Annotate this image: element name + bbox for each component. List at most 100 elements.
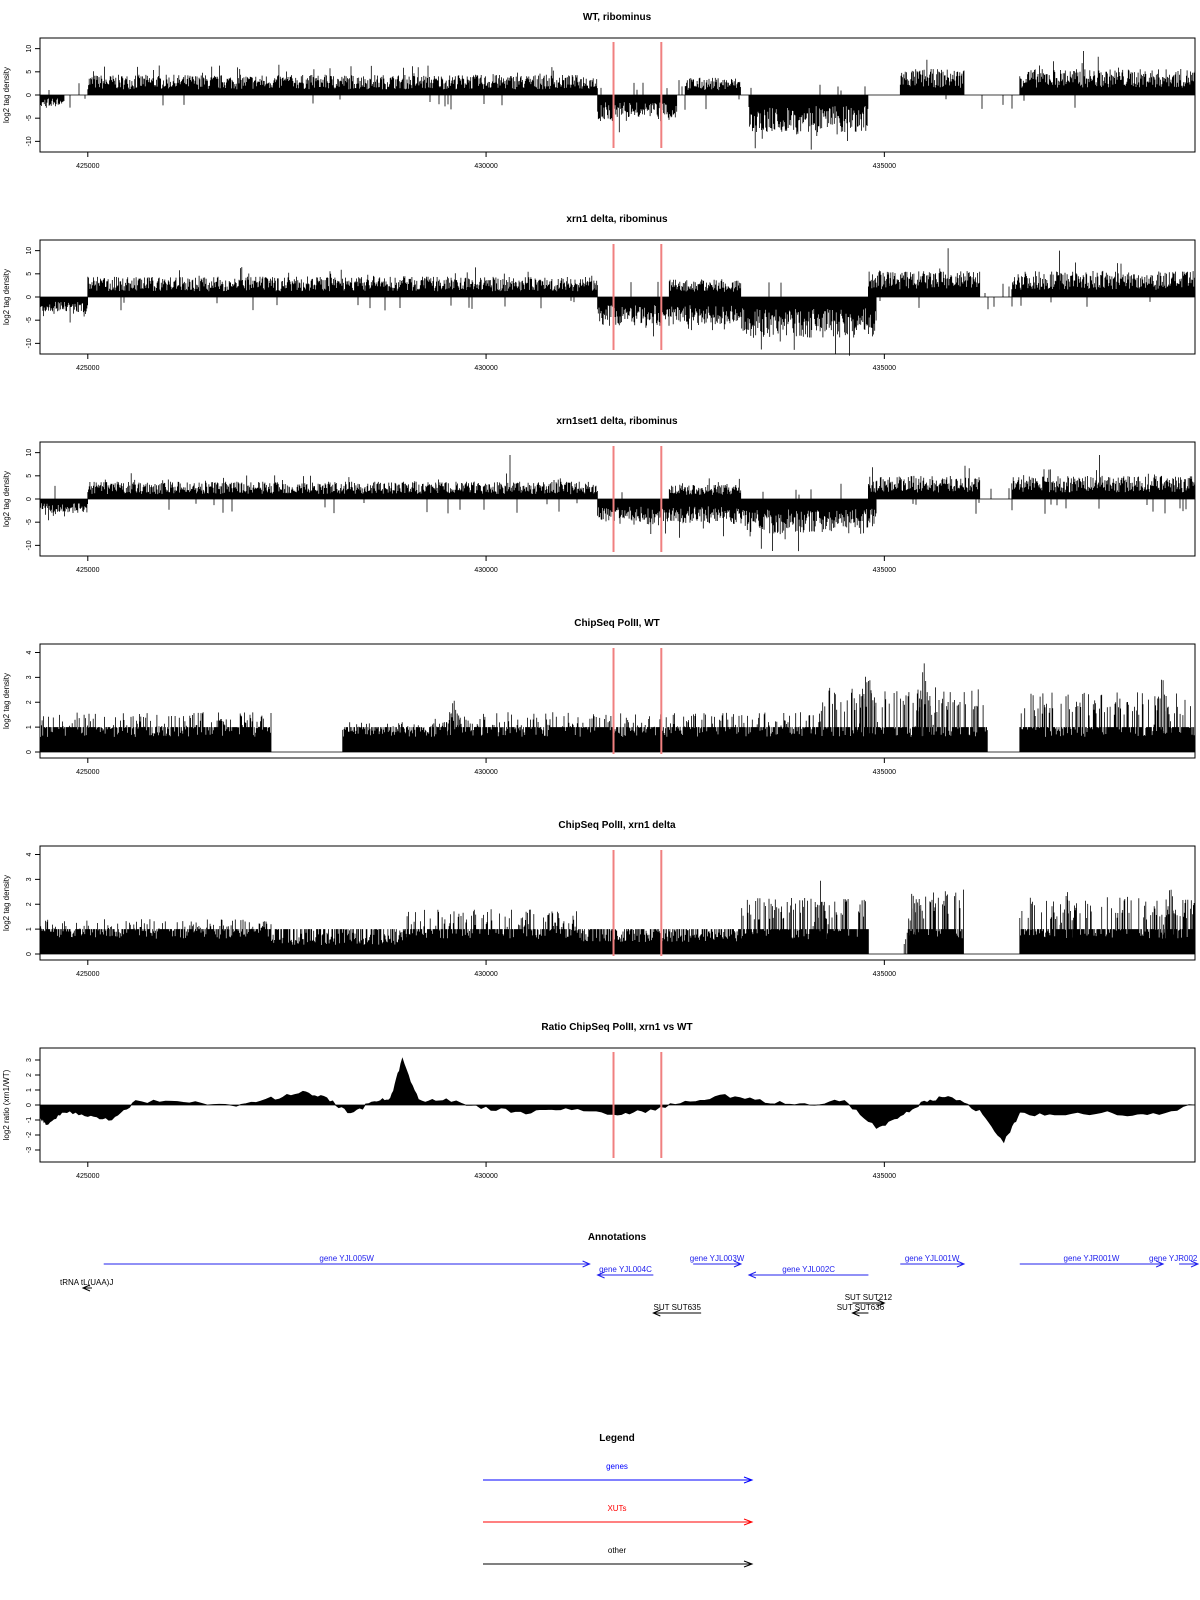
arrow-head	[596, 1271, 605, 1279]
y-tick-label: 0	[26, 497, 33, 501]
x-tick-label: 425000	[76, 365, 99, 372]
annotation-gene-yjr002: gene YJR002	[1149, 1254, 1200, 1268]
annotation-gene-yjl001w: gene YJL001W	[900, 1254, 966, 1268]
y-tick-label: 10	[26, 247, 33, 255]
y-tick-label: -10	[26, 136, 33, 146]
annotation-label: gene YJL001W	[905, 1254, 960, 1263]
y-tick-label: -10	[26, 540, 33, 550]
y-tick-label: 0	[26, 750, 33, 754]
annotation-gene-yjl002c: gene YJL002C	[747, 1265, 869, 1279]
annotations-track: Annotations gene YJL005W gene YJL004C gene…	[60, 1232, 1200, 1317]
legend-entry-genes: genes	[483, 1462, 754, 1484]
annotation-label: SUT SUT212	[845, 1293, 893, 1302]
x-tick-label: 425000	[76, 971, 99, 978]
data-marks	[39, 663, 1196, 753]
density-bars	[39, 248, 1195, 356]
y-tick-label: 3	[26, 675, 33, 679]
y-tick-label: 10	[26, 45, 33, 53]
y-tick-label: 0	[26, 93, 33, 97]
density-bars	[39, 51, 1196, 150]
y-axis-label: log2 tag density	[2, 67, 11, 123]
annotation-label: gene YJL005W	[319, 1254, 374, 1263]
data-marks	[39, 880, 1196, 955]
arrow-head	[956, 1260, 966, 1268]
annotation-gene-yjl003w: gene YJL003W	[690, 1254, 745, 1268]
y-axis-label: log2 ratio (xrn1/WT)	[2, 1069, 11, 1140]
arrow-head	[851, 1309, 860, 1317]
panel-title: WT, ribominus	[583, 12, 652, 23]
x-tick-label: 435000	[873, 1173, 896, 1180]
arrow-head	[877, 1299, 886, 1307]
annotation-label: gene YJR001W	[1064, 1254, 1120, 1263]
y-tick-label: -5	[26, 115, 33, 121]
y-tick-label: 2	[26, 1073, 33, 1077]
y-tick-label: 4	[26, 852, 33, 856]
legend-label: XUTs	[607, 1504, 626, 1513]
y-tick-label: 1	[26, 927, 33, 931]
panel-chipseq-wt: ChipSeq PolII, WT log2 tag density 4 3 2 1 0 42…	[2, 618, 1196, 776]
x-tick-label: 430000	[474, 1173, 497, 1180]
annotation-label: gene YJL002C	[782, 1265, 835, 1274]
annotation-gene-yjl005w: gene YJL005W	[103, 1254, 591, 1268]
legend-entry-other: other	[483, 1546, 754, 1568]
panel-xrn1-ribominus: xrn1 delta, ribominus log2 tag density 10 5…	[2, 214, 1196, 372]
x-tick-label: 430000	[474, 971, 497, 978]
plot-frame	[39, 845, 1196, 961]
y-tick-label: 0	[26, 952, 33, 956]
arrow-head	[1155, 1260, 1165, 1268]
y-tick-label: 10	[26, 449, 33, 457]
density-bars	[39, 455, 1195, 552]
panel-title: xrn1 delta, ribominus	[566, 214, 668, 225]
legend-arrow-head	[743, 1476, 754, 1484]
annotation-gene-yjl004c: gene YJL004C	[596, 1265, 654, 1279]
annotation-label: tRNA tL(UAA)J	[60, 1278, 113, 1287]
legend: Legend genes XUTs other	[483, 1433, 754, 1568]
arrow-head	[747, 1271, 757, 1279]
x-tick-label: 425000	[76, 769, 99, 776]
x-tick-label: 435000	[873, 971, 896, 978]
x-tick-label: 430000	[474, 769, 497, 776]
x-tick-label: 425000	[76, 1173, 99, 1180]
x-tick-label: 430000	[474, 567, 497, 574]
panel-title: Ratio ChipSeq PolII, xrn1 vs WT	[541, 1022, 692, 1033]
y-axis-label: log2 tag density	[2, 673, 11, 729]
arrow-head	[733, 1260, 743, 1268]
density-bars	[39, 663, 1196, 753]
y-axis-label: log2 tag density	[2, 875, 11, 931]
annotation-gene-yjr001w: gene YJR001W	[1019, 1254, 1165, 1268]
y-axis-label: log2 tag density	[2, 269, 11, 325]
legend-label: other	[608, 1546, 627, 1555]
y-tick-label: 5	[26, 272, 33, 276]
arrow-head	[1190, 1260, 1200, 1268]
x-tick-label: 425000	[76, 163, 99, 170]
annotation-label: gene YJL003W	[690, 1254, 745, 1263]
panel-title: xrn1set1 delta, ribominus	[556, 416, 678, 427]
y-tick-label: 3	[26, 1058, 33, 1062]
y-tick-label: 0	[26, 295, 33, 299]
data-marks	[39, 51, 1196, 150]
y-tick-label: -2	[26, 1132, 33, 1138]
annotations-title: Annotations	[588, 1232, 647, 1243]
x-tick-label: 435000	[873, 567, 896, 574]
x-tick-label: 435000	[873, 365, 896, 372]
annotation-label: gene YJR002	[1149, 1254, 1198, 1263]
ratio-area	[39, 1057, 1196, 1144]
x-tick-label: 430000	[474, 163, 497, 170]
y-tick-label: -1	[26, 1117, 33, 1123]
plot-frame	[39, 643, 1196, 759]
legend-entry-xuts: XUTs	[483, 1504, 754, 1526]
legend-title: Legend	[599, 1433, 635, 1444]
y-tick-label: 0	[26, 1103, 33, 1107]
annotation-label: gene YJL004C	[599, 1265, 652, 1274]
annotation-trna-tl-uaa-j: tRNA tL(UAA)J	[60, 1278, 113, 1292]
legend-label: genes	[606, 1462, 628, 1471]
y-tick-label: 3	[26, 877, 33, 881]
panel-wt-ribominus: WT, ribominus log2 tag density 10 5 0 -5 -10 42…	[2, 12, 1196, 170]
arrow-head	[582, 1260, 591, 1268]
data-marks	[39, 455, 1195, 552]
x-tick-label: 435000	[873, 769, 896, 776]
y-tick-label: -3	[26, 1147, 33, 1153]
annotation-sut-sut635: SUT SUT635	[652, 1303, 701, 1317]
annotation-sut-sut636: SUT SUT636	[837, 1303, 885, 1317]
